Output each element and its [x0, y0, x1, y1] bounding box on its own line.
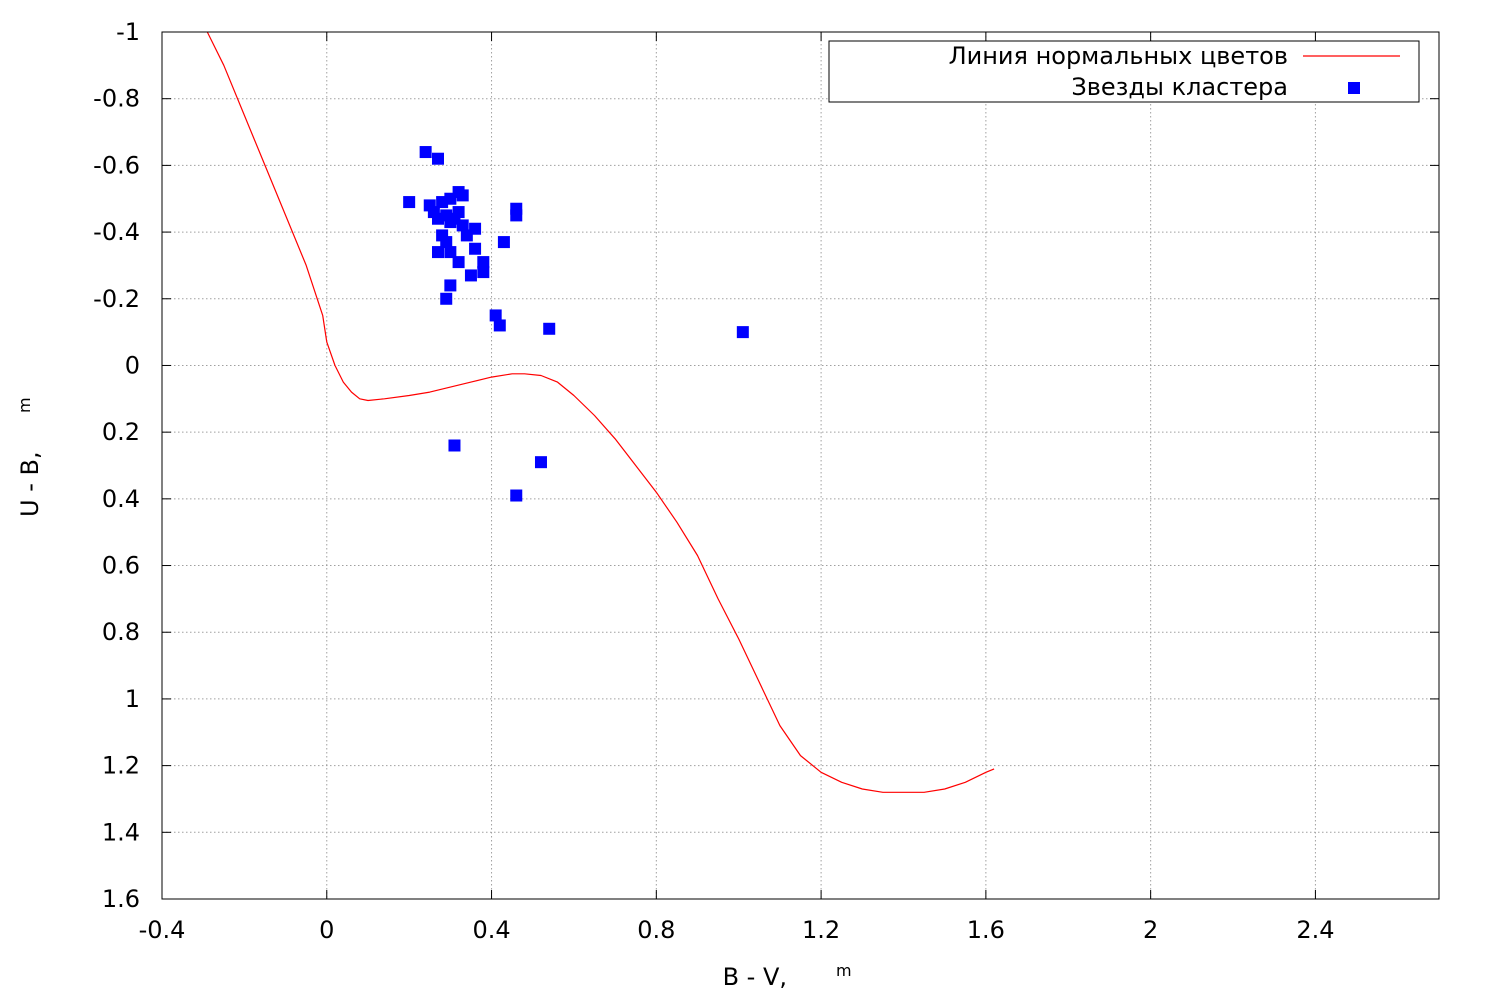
cluster-star-point — [452, 256, 465, 269]
y-tick-label: 0.8 — [102, 618, 140, 646]
x-tick-label: 0 — [319, 916, 334, 944]
axis-tick-labels: -0.4 0 0.4 0.8 1.2 1.6 2 2.4 -1 -0.8 -0.6 -0.4 -0.2 0… — [93, 18, 1334, 944]
x-tick-label: 2.4 — [1296, 916, 1334, 944]
legend-marker-sample — [1348, 82, 1360, 94]
cluster-star-point — [469, 242, 482, 255]
y-tick-label: 0.6 — [102, 552, 140, 580]
y-tick-label: -0.2 — [93, 285, 140, 313]
cluster-star-point — [510, 209, 523, 222]
cluster-star-point — [456, 189, 469, 202]
y-axis-title-group: U - B, m — [15, 397, 44, 517]
cluster-star-point — [448, 439, 461, 452]
y-tick-label: 0.2 — [102, 418, 140, 446]
cluster-star-point — [456, 219, 469, 232]
cluster-star-point — [431, 212, 444, 225]
cluster-star-point — [477, 266, 490, 279]
cluster-star-point — [543, 322, 556, 335]
cluster-star-point — [403, 196, 416, 209]
cluster-star-point — [464, 269, 477, 282]
x-tick-label: 0.8 — [637, 916, 675, 944]
cluster-star-point — [444, 279, 457, 292]
x-axis-title: B - V, — [723, 963, 787, 991]
grid — [162, 32, 1439, 899]
y-tick-label: -1 — [116, 18, 140, 46]
cluster-star-point — [493, 319, 506, 332]
series-layer — [206, 31, 995, 793]
y-axis-title-superscript: m — [15, 397, 34, 413]
plot-frame — [161, 31, 1440, 900]
cluster-star-point — [440, 236, 453, 249]
cluster-star-point — [489, 309, 502, 322]
cluster-star-point — [510, 489, 523, 502]
legend: Линия нормальных цветов Звезды кластера — [828, 40, 1420, 103]
cluster-star-point — [460, 229, 473, 242]
cluster-star-point — [444, 216, 457, 229]
y-tick-label: 0.4 — [102, 485, 140, 513]
cluster-star-point — [440, 292, 453, 305]
axis-ticks — [161, 31, 1439, 900]
y-tick-label: 1.6 — [102, 885, 140, 913]
y-tick-label: -0.6 — [93, 151, 140, 179]
cluster-star-point — [444, 192, 457, 205]
cluster-star-point — [431, 152, 444, 165]
y-tick-label: -0.4 — [93, 218, 140, 246]
legend-box — [828, 40, 1420, 103]
cluster-star-point — [477, 256, 490, 269]
x-tick-label: 2 — [1143, 916, 1158, 944]
x-tick-label: 1.2 — [802, 916, 840, 944]
y-tick-label: -0.8 — [93, 85, 140, 113]
y-axis-title: U - B, — [16, 451, 44, 517]
cluster-star-point — [444, 246, 457, 259]
y-tick-label: 1 — [125, 685, 140, 713]
normal-colors-line — [206, 31, 995, 793]
cluster-star-point — [534, 456, 547, 469]
cluster-star-point — [736, 326, 749, 339]
x-axis-title-superscript: m — [836, 961, 852, 980]
x-tick-label: 0.4 — [472, 916, 510, 944]
y-tick-label: 0 — [125, 351, 140, 379]
cluster-star-point — [452, 206, 465, 219]
x-tick-label: -0.4 — [139, 916, 186, 944]
cluster-star-point — [419, 146, 432, 159]
y-tick-label: 1.2 — [102, 752, 140, 780]
y-tick-label: 1.4 — [102, 818, 140, 846]
x-tick-label: 1.6 — [967, 916, 1005, 944]
cluster-star-point — [431, 246, 444, 259]
legend-label-markers: Звезды кластера — [1071, 73, 1288, 101]
legend-label-line: Линия нормальных цветов — [949, 42, 1288, 70]
cluster-star-point — [497, 236, 510, 249]
